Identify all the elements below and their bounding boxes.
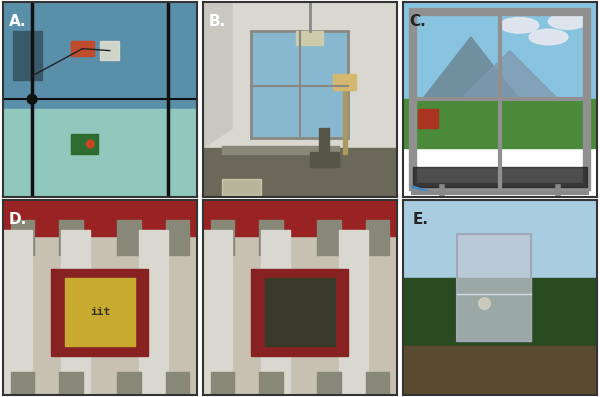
Bar	[3, 109, 197, 197]
Bar	[319, 129, 329, 152]
Circle shape	[27, 94, 37, 104]
Bar	[13, 31, 42, 80]
Bar	[211, 220, 234, 255]
Bar	[333, 74, 356, 90]
Bar	[296, 31, 323, 45]
Bar	[457, 233, 531, 341]
Bar	[265, 278, 335, 346]
Bar	[251, 31, 349, 138]
Bar	[52, 269, 148, 356]
Bar	[259, 220, 283, 255]
Bar	[59, 372, 83, 395]
Bar	[118, 372, 141, 395]
Bar	[366, 372, 389, 395]
Polygon shape	[203, 2, 232, 148]
Bar	[139, 229, 168, 395]
Bar	[403, 278, 597, 356]
Bar	[3, 2, 197, 109]
Bar	[403, 2, 597, 99]
Text: E.: E.	[413, 212, 428, 227]
Bar	[317, 220, 341, 255]
Bar	[261, 229, 290, 395]
Bar	[3, 229, 32, 395]
Bar	[3, 200, 197, 235]
Ellipse shape	[548, 13, 587, 29]
Bar	[71, 41, 94, 56]
Bar	[118, 220, 141, 255]
Text: B.: B.	[209, 13, 226, 29]
Ellipse shape	[529, 29, 568, 45]
Bar	[100, 41, 119, 60]
Text: C.: C.	[409, 13, 425, 29]
Bar	[223, 146, 339, 154]
Bar	[166, 372, 189, 395]
Bar	[317, 372, 341, 395]
Bar	[457, 233, 531, 341]
Bar	[223, 179, 261, 195]
Bar	[339, 229, 368, 395]
Bar	[61, 229, 90, 395]
Bar	[403, 99, 597, 148]
Bar	[251, 31, 349, 138]
Circle shape	[479, 298, 490, 309]
Bar	[11, 220, 34, 255]
Bar	[343, 86, 347, 154]
Text: D.: D.	[9, 212, 27, 227]
Bar	[203, 229, 232, 395]
Bar	[71, 134, 98, 154]
Bar	[403, 200, 597, 288]
Text: A.: A.	[9, 13, 26, 29]
Bar	[251, 269, 349, 356]
Circle shape	[86, 140, 94, 148]
Bar	[418, 109, 438, 129]
Bar	[413, 168, 587, 187]
Bar	[166, 220, 189, 255]
Text: iit: iit	[90, 307, 110, 317]
Polygon shape	[461, 51, 558, 99]
Bar	[366, 220, 389, 255]
Bar	[203, 148, 397, 197]
Bar	[65, 278, 135, 346]
Bar	[59, 220, 83, 255]
Bar	[310, 152, 339, 168]
Bar	[259, 372, 283, 395]
Ellipse shape	[500, 17, 539, 33]
Bar	[403, 346, 597, 395]
Polygon shape	[422, 37, 520, 99]
Bar	[11, 372, 34, 395]
Bar	[211, 372, 234, 395]
Bar	[203, 200, 397, 235]
